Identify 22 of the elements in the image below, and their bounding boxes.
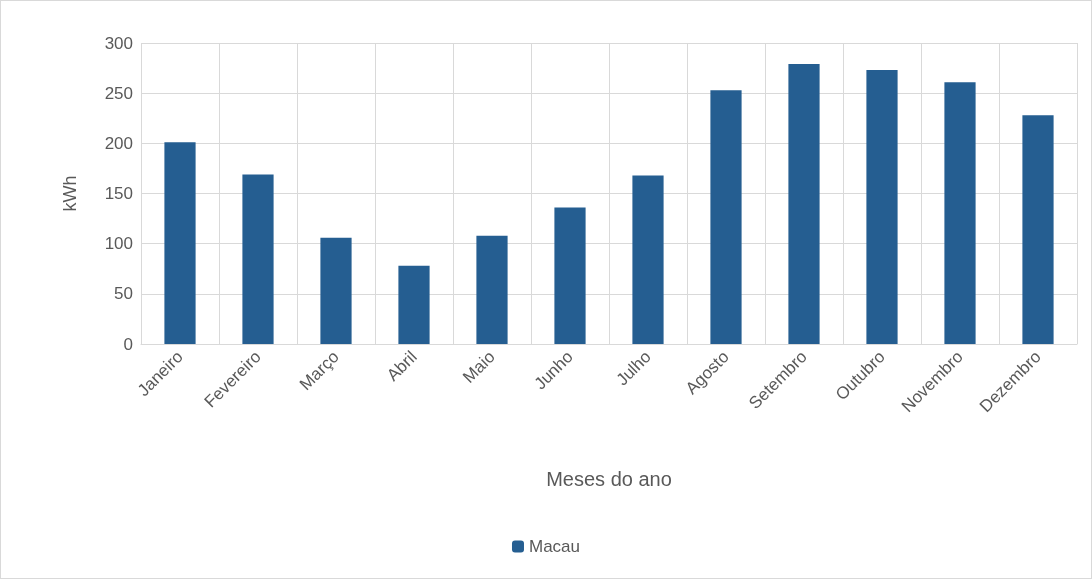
bar bbox=[632, 175, 664, 344]
bar bbox=[866, 70, 898, 344]
bar bbox=[710, 90, 742, 344]
y-axis-title: kWh bbox=[60, 175, 80, 212]
bar bbox=[320, 237, 352, 344]
legend-label: Macau bbox=[528, 537, 581, 556]
y-tick-label: 50 bbox=[114, 284, 133, 304]
bar bbox=[164, 142, 196, 344]
y-tick-label: 150 bbox=[104, 184, 133, 203]
bar bbox=[398, 265, 430, 344]
bar bbox=[788, 64, 820, 344]
bar bbox=[554, 207, 586, 344]
bar bbox=[1022, 115, 1054, 344]
y-tick-label: 200 bbox=[104, 133, 133, 153]
bar bbox=[476, 235, 508, 344]
bar bbox=[242, 174, 274, 344]
bar bbox=[944, 82, 976, 344]
y-tick-label: 0 bbox=[123, 334, 133, 354]
y-tick-label: 100 bbox=[104, 234, 133, 254]
y-tick-label: 250 bbox=[104, 83, 133, 103]
y-tick-label: 300 bbox=[104, 33, 133, 53]
x-axis-title: Meses do ano bbox=[546, 468, 672, 490]
